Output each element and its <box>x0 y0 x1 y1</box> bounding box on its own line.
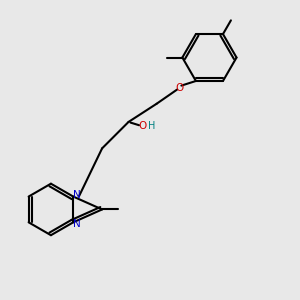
Text: O: O <box>138 121 146 131</box>
Text: N: N <box>73 219 81 229</box>
Text: O: O <box>175 83 183 93</box>
Text: H: H <box>148 121 155 131</box>
Text: N: N <box>73 190 81 200</box>
